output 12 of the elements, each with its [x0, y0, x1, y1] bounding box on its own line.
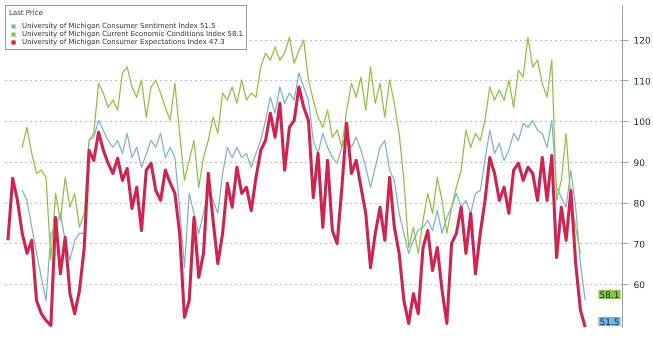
- line-series: [6, 86, 587, 328]
- line-series: [22, 72, 586, 302]
- y-tick-label: 120: [634, 36, 651, 47]
- text: 58.1: [599, 291, 620, 301]
- y-tick-label: 100: [634, 118, 651, 128]
- y-tick-label: 110: [634, 77, 651, 88]
- y-tick-label: 90: [634, 158, 646, 169]
- y-tick-label: 60: [634, 281, 646, 292]
- line-series: [22, 36, 582, 261]
- y-tick-label: 70: [634, 240, 646, 250]
- text: 51.5: [599, 318, 620, 328]
- y-tick-label: 80: [634, 200, 646, 210]
